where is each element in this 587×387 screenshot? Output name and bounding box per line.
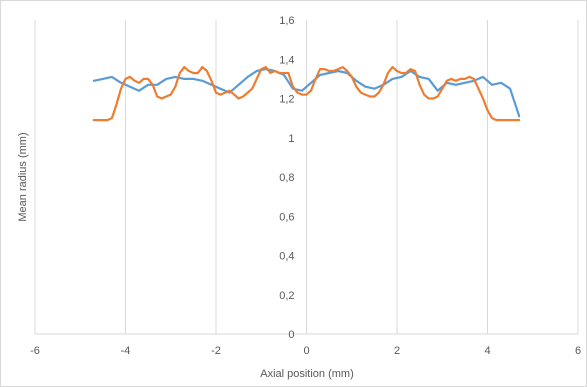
gridlines xyxy=(34,20,579,334)
y-tick-labels: 0 0,2 0,4 0,6 0,8 1 1,2 1,4 1,6 xyxy=(279,15,294,341)
x-tick-label: 4 xyxy=(484,345,490,357)
x-tick-label: -6 xyxy=(30,345,40,357)
y-tick-label: 0,8 xyxy=(279,172,294,184)
x-tick-label: 2 xyxy=(394,345,400,357)
y-tick-label: 0,2 xyxy=(279,290,294,302)
x-tick-labels: -6 -4 -2 0 2 4 6 xyxy=(30,345,581,357)
x-axis-title: Axial position (mm) xyxy=(260,368,354,380)
y-tick-label: 0,4 xyxy=(279,251,294,263)
series-line-2 xyxy=(92,65,521,122)
y-tick-label: 1,2 xyxy=(279,94,294,106)
x-tick-label: 0 xyxy=(303,345,309,357)
x-tick-label: -2 xyxy=(211,345,221,357)
y-tick-label: 1 xyxy=(288,133,294,145)
y-tick-label: 0 xyxy=(288,329,294,341)
y-tick-label: 1,6 xyxy=(279,15,294,27)
y-axis-title: Mean radius (mm) xyxy=(17,132,29,221)
x-tick-label: -4 xyxy=(121,345,131,357)
x-tick-label: 6 xyxy=(575,345,581,357)
y-tick-label: 1,4 xyxy=(279,54,294,66)
series-layer xyxy=(92,65,521,122)
series-line-1 xyxy=(92,67,521,118)
y-tick-label: 0,6 xyxy=(279,211,294,223)
